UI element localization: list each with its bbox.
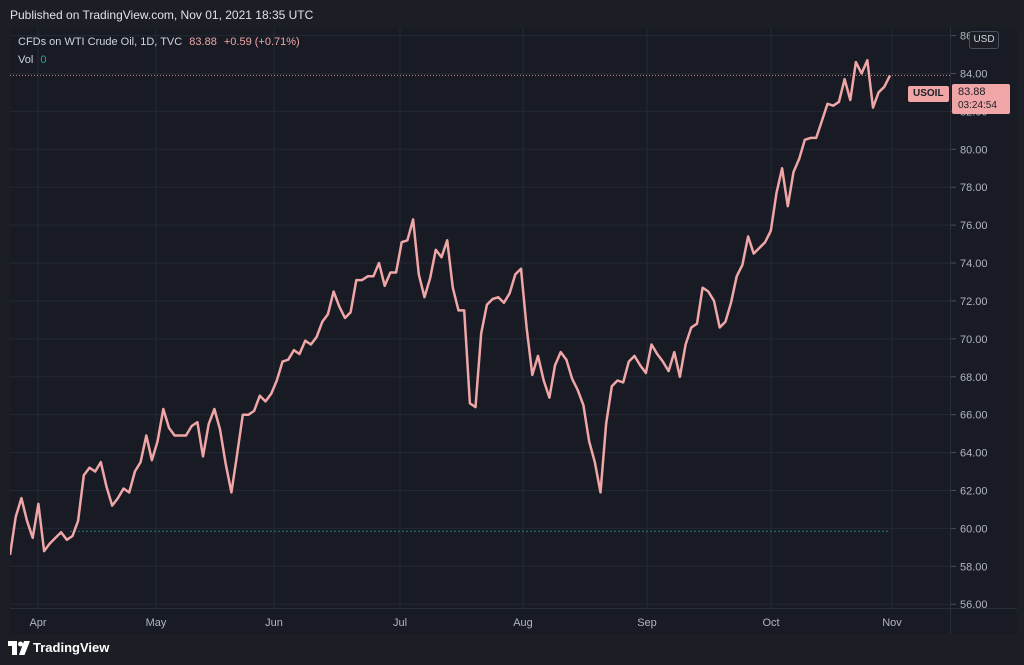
tradingview-logo-icon [8, 641, 30, 655]
y-tick-label: 60.00 [960, 523, 988, 535]
y-tick-label: 76.00 [960, 220, 988, 232]
last-price-value: 83.88 [958, 86, 986, 98]
price-axis: 56.00 58.00 60.00 62.00 64.00 66.00 68.00 70.00… [951, 31, 988, 608]
x-tick-label: Jun [265, 617, 283, 629]
x-tick-label: Apr [29, 617, 46, 629]
y-tick-label: 74.00 [960, 258, 988, 270]
y-tick-label: 72.00 [960, 296, 988, 308]
bar-countdown: 03:24:54 [958, 100, 997, 111]
x-tick-label: Aug [513, 617, 533, 629]
y-tick-label: 64.00 [960, 448, 988, 460]
volume-label: Vol [18, 54, 34, 66]
y-tick-label: 58.00 [960, 561, 988, 573]
symbol-description[interactable]: CFDs on WTI Crude Oil, 1D, TVC [18, 36, 183, 48]
footer-bar: TradingView [0, 634, 1024, 665]
top-bar: Published on TradingView.com, Nov 01, 20… [0, 0, 1024, 28]
x-tick-label: Oct [762, 617, 779, 629]
price-series-line [10, 58, 892, 556]
y-tick-label: 62.00 [960, 485, 988, 497]
y-tick-label: 66.00 [960, 410, 988, 422]
brand-name: TradingView [33, 640, 110, 655]
legend-last-price: 83.88 [189, 36, 217, 48]
published-caption: Published on TradingView.com, Nov 01, 20… [10, 8, 314, 22]
volume-value: 0 [40, 54, 47, 66]
y-tick-label: 70.00 [960, 334, 988, 346]
x-tick-label: Nov [882, 617, 902, 629]
x-tick-label: May [146, 617, 167, 629]
legend-change: +0.59 (+0.71%) [223, 36, 300, 48]
legend-row-main: CFDs on WTI Crude Oil, 1D, TVC 83.88 +0.… [18, 33, 300, 51]
y-tick-label: 84.00 [960, 68, 988, 80]
last-price-label: 83.88 03:24:54 [952, 84, 1010, 114]
y-tick-label: 56.00 [960, 599, 988, 608]
chart-legend: CFDs on WTI Crude Oil, 1D, TVC 83.88 +0.… [18, 33, 300, 69]
time-axis: Apr May Jun Jul Aug Sep Oct Nov [29, 617, 902, 629]
x-tick-label: Sep [637, 617, 657, 629]
time-scale[interactable]: Apr May Jun Jul Aug Sep Oct Nov [10, 608, 950, 635]
y-tick-label: 68.00 [960, 372, 988, 384]
y-tick-label: 78.00 [960, 182, 988, 194]
price-chart[interactable] [10, 28, 950, 608]
chart-pane[interactable] [10, 28, 950, 608]
y-tick-label: 80.00 [960, 144, 988, 156]
price-scale[interactable]: 56.00 58.00 60.00 62.00 64.00 66.00 68.00 70.00… [950, 28, 1017, 608]
scale-corner [950, 608, 1017, 635]
x-tick-label: Jul [393, 617, 407, 629]
currency-button[interactable]: USD [969, 31, 999, 49]
symbol-label: USOIL [908, 86, 949, 102]
legend-row-volume: Vol 0 [18, 51, 300, 69]
